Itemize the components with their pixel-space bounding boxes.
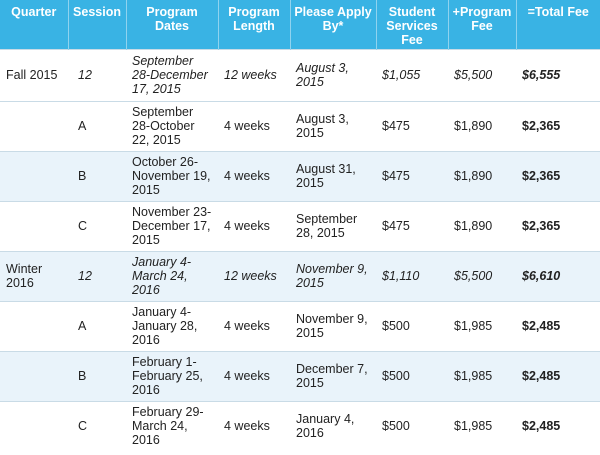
header-quarter: Quarter: [0, 0, 69, 49]
program-length-cell: 12 weeks: [218, 48, 290, 101]
session-cell: 12: [68, 250, 126, 301]
quarter-cell: [0, 200, 68, 251]
student-services-fee-cell: $475: [376, 100, 448, 151]
program-fee-cell: $1,985: [448, 300, 516, 351]
program-dates-cell: February 29-March 24, 2016: [126, 400, 218, 451]
total-fee-cell: $2,485: [516, 300, 600, 351]
program-dates-cell: September 28-December 17, 2015: [126, 48, 218, 101]
table-row: A January 4-January 28, 2016 4 weeks Nov…: [0, 300, 600, 351]
table-row: B February 1-February 25, 2016 4 weeks D…: [0, 350, 600, 401]
header-row: Quarter Session Program Dates Program Le…: [0, 0, 600, 49]
header-program-fee: +Program Fee: [448, 0, 517, 49]
program-length-cell: 4 weeks: [218, 100, 290, 151]
program-length-cell: 4 weeks: [218, 300, 290, 351]
student-services-fee-cell: $1,055: [376, 48, 448, 101]
program-dates-cell: November 23-December 17, 2015: [126, 200, 218, 251]
header-total-fee: =Total Fee: [516, 0, 600, 49]
table-row: B October 26-November 19, 2015 4 weeks A…: [0, 150, 600, 201]
session-cell: B: [68, 150, 126, 201]
program-dates-cell: October 26-November 19, 2015: [126, 150, 218, 201]
table-header: Quarter Session Program Dates Program Le…: [0, 0, 600, 49]
program-length-cell: 4 weeks: [218, 400, 290, 451]
student-services-fee-cell: $500: [376, 350, 448, 401]
program-fee-cell: $5,500: [448, 48, 516, 101]
session-cell: A: [68, 100, 126, 151]
header-session: Session: [68, 0, 127, 49]
quarter-cell: Fall 2015: [0, 48, 68, 101]
table-row: Winter 2016 12 January 4-March 24, 2016 …: [0, 250, 600, 301]
session-cell: A: [68, 300, 126, 351]
program-fee-cell: $1,890: [448, 200, 516, 251]
program-dates-cell: January 4-March 24, 2016: [126, 250, 218, 301]
program-dates-cell: February 1-February 25, 2016: [126, 350, 218, 401]
program-dates-cell: September 28-October 22, 2015: [126, 100, 218, 151]
student-services-fee-cell: $500: [376, 300, 448, 351]
quarter-cell: [0, 300, 68, 351]
session-cell: 12: [68, 48, 126, 101]
student-services-fee-cell: $1,110: [376, 250, 448, 301]
apply-by-cell: December 7, 2015: [290, 350, 376, 401]
program-fee-cell: $5,500: [448, 250, 516, 301]
table-row: A September 28-October 22, 2015 4 weeks …: [0, 100, 600, 151]
session-cell: C: [68, 400, 126, 451]
header-apply-by: Please Apply By*: [290, 0, 377, 49]
apply-by-cell: September 28, 2015: [290, 200, 376, 251]
header-student-services-fee: Student Services Fee: [376, 0, 449, 49]
apply-by-cell: November 9, 2015: [290, 300, 376, 351]
program-length-cell: 4 weeks: [218, 200, 290, 251]
table-row: C November 23-December 17, 2015 4 weeks …: [0, 200, 600, 251]
total-fee-cell: $6,555: [516, 48, 600, 101]
program-fee-cell: $1,890: [448, 100, 516, 151]
table-row: Fall 2015 12 September 28-December 17, 2…: [0, 48, 600, 101]
apply-by-cell: January 4, 2016: [290, 400, 376, 451]
program-length-cell: 12 weeks: [218, 250, 290, 301]
quarter-cell: Winter 2016: [0, 250, 68, 301]
quarter-cell: [0, 350, 68, 401]
total-fee-cell: $2,485: [516, 400, 600, 451]
total-fee-cell: $2,365: [516, 200, 600, 251]
apply-by-cell: August 3, 2015: [290, 100, 376, 151]
student-services-fee-cell: $500: [376, 400, 448, 451]
quarter-cell: [0, 400, 68, 451]
apply-by-cell: November 9, 2015: [290, 250, 376, 301]
program-fee-cell: $1,985: [448, 350, 516, 401]
session-cell: B: [68, 350, 126, 401]
session-cell: C: [68, 200, 126, 251]
total-fee-cell: $2,365: [516, 150, 600, 201]
program-dates-cell: January 4-January 28, 2016: [126, 300, 218, 351]
apply-by-cell: August 3, 2015: [290, 48, 376, 101]
program-fee-cell: $1,890: [448, 150, 516, 201]
quarter-cell: [0, 100, 68, 151]
table-body: Fall 2015 12 September 28-December 17, 2…: [0, 48, 600, 451]
header-program-dates: Program Dates: [126, 0, 219, 49]
student-services-fee-cell: $475: [376, 150, 448, 201]
program-length-cell: 4 weeks: [218, 350, 290, 401]
quarter-cell: [0, 150, 68, 201]
program-fee-cell: $1,985: [448, 400, 516, 451]
apply-by-cell: August 31, 2015: [290, 150, 376, 201]
total-fee-cell: $6,610: [516, 250, 600, 301]
total-fee-cell: $2,365: [516, 100, 600, 151]
program-length-cell: 4 weeks: [218, 150, 290, 201]
student-services-fee-cell: $475: [376, 200, 448, 251]
header-program-length: Program Length: [218, 0, 291, 49]
total-fee-cell: $2,485: [516, 350, 600, 401]
table-row: C February 29-March 24, 2016 4 weeks Jan…: [0, 400, 600, 451]
